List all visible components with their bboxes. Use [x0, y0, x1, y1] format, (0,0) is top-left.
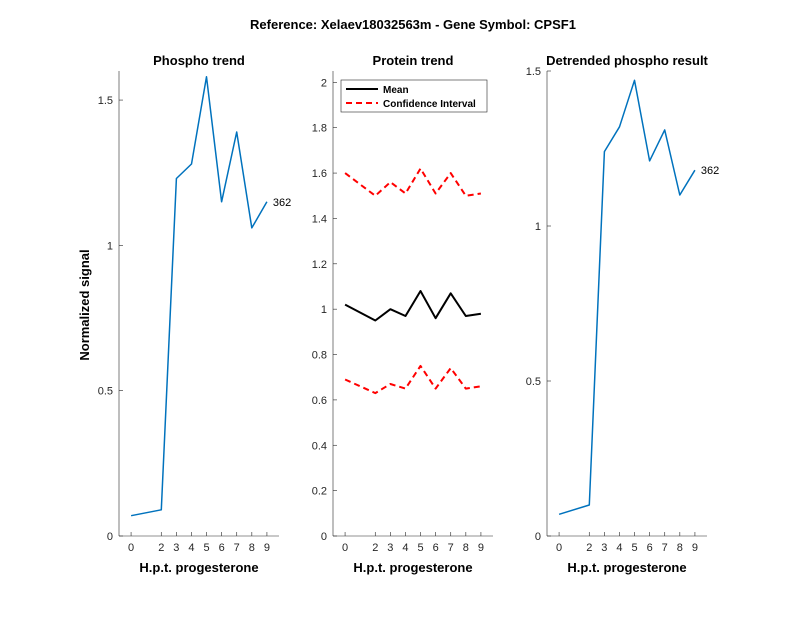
- protein-trend-y-tick-label: 1: [321, 304, 327, 316]
- phospho-trend-x-tick-label: 5: [203, 542, 209, 554]
- detrended-phospho-x-tick-label: 7: [662, 542, 668, 554]
- protein-trend-y-tick-label: 0.2: [312, 486, 327, 498]
- detrended-phospho-y-tick-label: 0.5: [526, 376, 541, 388]
- phospho-trend-title: Phospho trend: [153, 53, 245, 68]
- protein-trend-x-tick-label: 2: [372, 542, 378, 554]
- phospho-trend-x-tick-label: 7: [234, 542, 240, 554]
- phospho-trend-y-tick-label: 0.5: [98, 386, 113, 398]
- phospho-trend-x-tick-label: 9: [264, 542, 270, 554]
- phospho-trend-x-tick-label: 2: [158, 542, 164, 554]
- detrended-phospho-y-tick-label: 1.5: [526, 66, 541, 78]
- phospho-trend-annotation: 362: [273, 197, 291, 209]
- phospho-trend-xlabel: H.p.t. progesterone: [139, 560, 258, 575]
- detrended-phospho-panel: Detrended phospho result H.p.t. progeste…: [526, 53, 720, 575]
- legend-mean-label: Mean: [383, 85, 409, 96]
- detrended-phospho-x-tick-label: 6: [647, 542, 653, 554]
- detrended-phospho-x-tick-label: 0: [556, 542, 562, 554]
- legend-ci-label: Confidence Interval: [383, 99, 476, 110]
- protein-trend-y-tick-label: 0.8: [312, 350, 327, 362]
- phospho-trend-x-tick-label: 8: [249, 542, 255, 554]
- protein-trend-y-tick-label: 0: [321, 531, 327, 543]
- detrended-phospho-x-tick-label: 2: [586, 542, 592, 554]
- detrended-phospho-line: [558, 79, 696, 516]
- protein-trend-x-tick-label: 8: [463, 542, 469, 554]
- protein-trend-title: Protein trend: [373, 53, 454, 68]
- detrended-phospho-x-tick-label: 4: [616, 542, 622, 554]
- protein-trend-y-tick-label: 1.4: [312, 213, 327, 225]
- protein-trend-x-tick-label: 7: [448, 542, 454, 554]
- ci-upper-line: [344, 167, 482, 197]
- phospho-trend-x-tick-label: 4: [188, 542, 194, 554]
- phospho-trend-y-tick-label: 1.5: [98, 95, 113, 107]
- protein-trend-y-tick-label: 1.6: [312, 168, 327, 180]
- protein-legend: Mean Confidence Interval: [340, 79, 488, 113]
- phospho-trend-y-tick-label: 0: [107, 531, 113, 543]
- phospho-trend-x-tick-label: 6: [219, 542, 225, 554]
- detrended-phospho-x-tick-label: 5: [631, 542, 637, 554]
- mean-line: [344, 290, 482, 322]
- detrended-phospho-y-tick-label: 1: [535, 221, 541, 233]
- y-axis-label: Normalized signal: [77, 249, 92, 360]
- protein-trend-y-tick-label: 0.6: [312, 395, 327, 407]
- legend-box: [340, 79, 488, 113]
- phospho-trend-line: [130, 76, 268, 517]
- ci-lower-line: [344, 364, 482, 395]
- detrended-phospho-xlabel: H.p.t. progesterone: [567, 560, 686, 575]
- protein-trend-x-tick-label: 3: [387, 542, 393, 554]
- protein-trend-y-tick-label: 1.2: [312, 259, 327, 271]
- figure-title: Reference: Xelaev18032563m - Gene Symbol…: [250, 17, 576, 32]
- protein-trend-x-tick-label: 0: [342, 542, 348, 554]
- detrended-phospho-x-tick-label: 3: [601, 542, 607, 554]
- detrended-phospho-title: Detrended phospho result: [546, 53, 708, 68]
- phospho-trend-panel: Phospho trend H.p.t. progesterone Normal…: [77, 53, 291, 575]
- protein-trend-x-tick-label: 4: [402, 542, 408, 554]
- protein-trend-panel: Protein trend H.p.t. progesterone 0 0.2 0.…: [312, 53, 493, 575]
- protein-trend-y-tick-label: 0.4: [312, 440, 327, 452]
- protein-trend-x-tick-label: 9: [478, 542, 484, 554]
- detrended-phospho-x-tick-label: 8: [677, 542, 683, 554]
- detrended-phospho-annotation: 362: [701, 165, 719, 177]
- protein-trend-y-tick-label: 1.8: [312, 123, 327, 135]
- protein-trend-xlabel: H.p.t. progesterone: [353, 560, 472, 575]
- detrended-phospho-y-tick-label: 0: [535, 531, 541, 543]
- protein-trend-x-tick-label: 6: [433, 542, 439, 554]
- protein-trend-y-tick-label: 2: [321, 77, 327, 89]
- phospho-trend-x-tick-label: 0: [128, 542, 134, 554]
- phospho-trend-x-tick-label: 3: [173, 542, 179, 554]
- detrended-phospho-x-tick-label: 9: [692, 542, 698, 554]
- phospho-trend-y-tick-label: 1: [107, 240, 113, 252]
- protein-trend-x-tick-label: 5: [417, 542, 423, 554]
